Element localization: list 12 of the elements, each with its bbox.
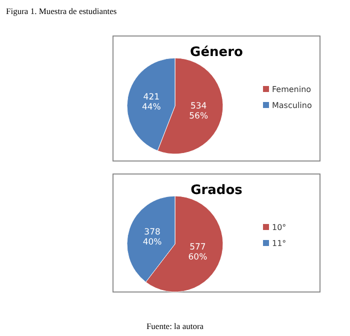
legend-label: Femenino bbox=[272, 85, 312, 94]
legend-label: 10° bbox=[272, 223, 286, 232]
source-note: Fuente: la autora bbox=[146, 321, 204, 331]
data-label: 378 40% bbox=[142, 227, 162, 248]
data-label: 577 60% bbox=[188, 242, 208, 263]
chart-title: Género bbox=[190, 45, 244, 60]
chart-title: Grados bbox=[190, 183, 243, 198]
data-label: 534 56% bbox=[189, 101, 208, 122]
text: Figura 1. Muestra de estudiantes bbox=[6, 6, 117, 16]
legend-label: 11° bbox=[272, 239, 286, 248]
legend-label: Masculino bbox=[272, 101, 312, 110]
data-label: 421 44% bbox=[142, 92, 161, 113]
